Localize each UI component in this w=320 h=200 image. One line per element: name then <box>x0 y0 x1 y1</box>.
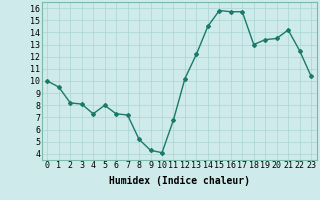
X-axis label: Humidex (Indice chaleur): Humidex (Indice chaleur) <box>109 176 250 186</box>
